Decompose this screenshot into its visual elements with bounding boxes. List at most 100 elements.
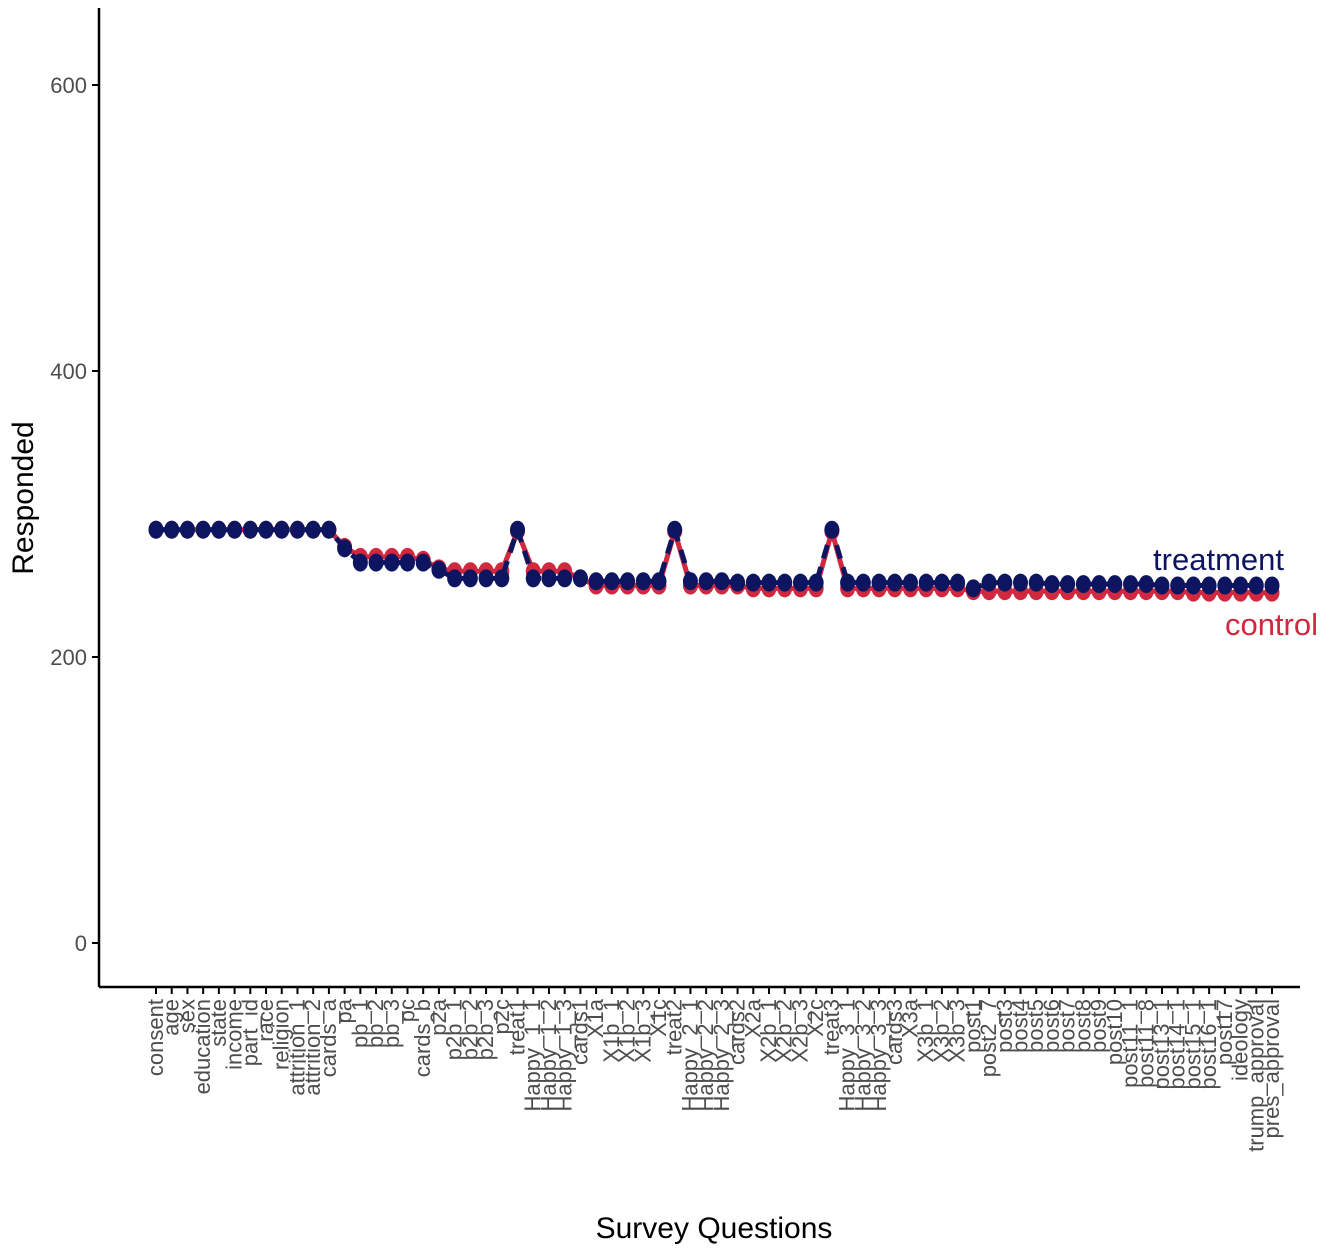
x-tick-label: attrition_2 bbox=[300, 999, 325, 1096]
data-point-treatment bbox=[494, 569, 510, 588]
x-tick-label: pb_2 bbox=[363, 999, 388, 1048]
data-point-treatment bbox=[934, 573, 950, 592]
x-tick-label: X1a bbox=[583, 998, 608, 1038]
series-label-treatment: treatment bbox=[1153, 542, 1284, 577]
data-point-treatment bbox=[855, 573, 871, 592]
x-tick-label: X2a bbox=[740, 998, 765, 1038]
x-tick-label: X1b_1 bbox=[599, 999, 624, 1063]
x-tick-label: Happy_3_2 bbox=[850, 999, 875, 1112]
x-tick-label: cards2 bbox=[725, 999, 750, 1065]
x-tick-label: age bbox=[159, 999, 184, 1036]
x-tick-label: ideology bbox=[1228, 999, 1253, 1081]
x-tick-label: X3b_3 bbox=[945, 999, 970, 1063]
x-tick-label: pres_approval bbox=[1259, 999, 1284, 1138]
data-point-treatment bbox=[431, 560, 447, 579]
x-tick-label: X3a bbox=[897, 998, 922, 1038]
data-point-treatment bbox=[368, 553, 384, 572]
x-tick-label: X2b_2 bbox=[772, 999, 797, 1063]
y-tick-label: 200 bbox=[50, 645, 87, 670]
x-tick-label: post13_1 bbox=[1149, 999, 1174, 1090]
data-point-treatment bbox=[1123, 575, 1139, 594]
x-tick-label: cards3 bbox=[882, 999, 907, 1065]
x-tick-label: post3 bbox=[992, 999, 1017, 1053]
data-point-treatment bbox=[337, 539, 353, 558]
data-point-treatment bbox=[1248, 576, 1264, 595]
x-tick-label: X1b_3 bbox=[630, 999, 655, 1063]
x-tick-label: X2b_1 bbox=[756, 999, 781, 1063]
data-point-treatment bbox=[730, 573, 746, 592]
data-point-treatment bbox=[635, 572, 651, 591]
series-treatment bbox=[148, 520, 1280, 598]
x-tick-label: pc bbox=[394, 999, 419, 1022]
x-tick-label: Happy_2_3 bbox=[709, 999, 734, 1112]
plot-panel: 0 200 400 600 consentagesexeducationstatein… bbox=[50, 8, 1318, 1152]
y-tick-label: 0 bbox=[75, 931, 87, 956]
x-tick-label: post10 bbox=[1102, 999, 1127, 1065]
x-tick-label: consent bbox=[143, 999, 168, 1076]
y-axis-title: Responded bbox=[7, 421, 40, 574]
x-tick-label: treat1 bbox=[505, 999, 530, 1055]
data-point-treatment bbox=[1075, 575, 1091, 594]
x-tick-label: p2c bbox=[489, 999, 514, 1034]
series-layer bbox=[148, 520, 1280, 602]
data-point-treatment bbox=[399, 553, 415, 572]
data-point-treatment bbox=[902, 573, 918, 592]
x-tick-label: cards1 bbox=[567, 999, 592, 1065]
data-point-treatment bbox=[415, 553, 431, 572]
x-tick-label: X3b_2 bbox=[929, 999, 954, 1063]
x-tick-label: p2b_3 bbox=[473, 999, 498, 1060]
x-tick-label: post15_1 bbox=[1180, 999, 1205, 1090]
data-point-treatment bbox=[1107, 575, 1123, 594]
series-labels: control treatment bbox=[1153, 542, 1318, 642]
data-point-treatment bbox=[824, 520, 840, 539]
x-tick-label: state bbox=[206, 999, 231, 1047]
x-tick-label: p2a bbox=[426, 998, 451, 1035]
data-point-treatment bbox=[950, 573, 966, 592]
data-point-treatment bbox=[1091, 575, 1107, 594]
x-tick-label: Happy_3_3 bbox=[866, 999, 891, 1112]
data-point-treatment bbox=[447, 569, 463, 588]
data-point-treatment bbox=[352, 553, 368, 572]
data-point-treatment bbox=[305, 520, 321, 539]
data-point-treatment bbox=[1044, 575, 1060, 594]
data-point-treatment bbox=[227, 520, 243, 539]
x-axis-title: Survey Questions bbox=[596, 1212, 833, 1245]
data-point-treatment bbox=[1138, 575, 1154, 594]
data-point-treatment bbox=[965, 579, 981, 598]
data-point-treatment bbox=[1217, 576, 1233, 595]
data-point-treatment bbox=[604, 572, 620, 591]
x-tick-label: Happy_1_1 bbox=[520, 999, 545, 1112]
data-point-treatment bbox=[289, 520, 305, 539]
data-point-treatment bbox=[997, 573, 1013, 592]
data-point-treatment bbox=[1264, 576, 1280, 595]
x-tick-label: post5 bbox=[1023, 999, 1048, 1053]
x-tick-label: post16_1 bbox=[1196, 999, 1221, 1090]
x-tick-label: part_id bbox=[237, 999, 262, 1066]
x-tick-label: education bbox=[190, 999, 215, 1094]
data-point-treatment bbox=[510, 520, 526, 539]
data-point-treatment bbox=[164, 520, 180, 539]
x-tick-label: post6 bbox=[1039, 999, 1064, 1053]
data-point-treatment bbox=[871, 573, 887, 592]
x-tick-label: post8 bbox=[1070, 999, 1095, 1053]
y-tick-label: 400 bbox=[50, 359, 87, 384]
data-point-treatment bbox=[1170, 576, 1186, 595]
x-tick-label: cards_b bbox=[410, 999, 435, 1077]
data-point-treatment bbox=[887, 573, 903, 592]
data-point-treatment bbox=[274, 520, 290, 539]
data-point-treatment bbox=[148, 520, 164, 539]
data-point-treatment bbox=[840, 573, 856, 592]
data-point-treatment bbox=[698, 572, 714, 591]
data-point-treatment bbox=[258, 520, 274, 539]
y-tick-label: 600 bbox=[50, 73, 87, 98]
x-tick-label: post7 bbox=[1055, 999, 1080, 1053]
x-tick-label: X1b_2 bbox=[615, 999, 640, 1063]
data-point-treatment bbox=[1028, 573, 1044, 592]
data-point-treatment bbox=[242, 520, 258, 539]
x-tick-label: Happy_3_1 bbox=[835, 999, 860, 1112]
x-tick-label: post1 bbox=[960, 999, 985, 1053]
x-tick-label: treat2 bbox=[662, 999, 687, 1055]
x-tick-label: pb_3 bbox=[379, 999, 404, 1048]
x-tick-label: Happy_1_3 bbox=[552, 999, 577, 1112]
